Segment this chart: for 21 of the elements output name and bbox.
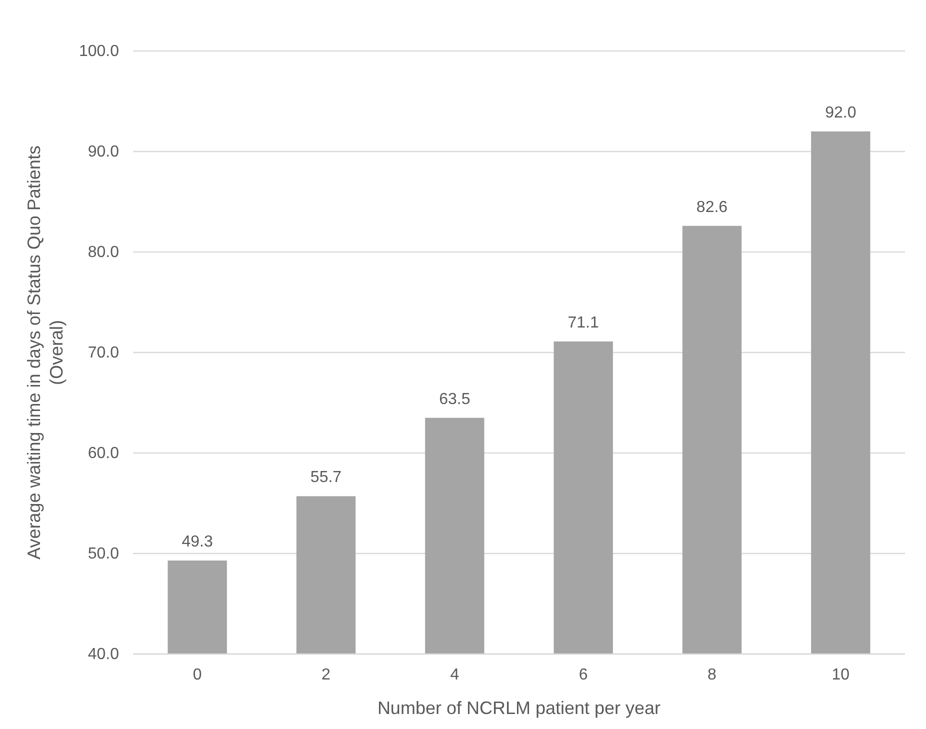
x-axis-title: Number of NCRLM patient per year — [377, 698, 661, 718]
y-tick-label: 90.0 — [88, 144, 120, 161]
x-tick-label: 6 — [578, 666, 588, 684]
y-tick-label: 40.0 — [88, 646, 120, 664]
x-tick-label: 10 — [832, 666, 850, 684]
data-label: 71.1 — [568, 314, 600, 332]
x-tick-label: 8 — [708, 666, 717, 684]
data-label: 82.6 — [696, 198, 728, 216]
data-label: 49.3 — [182, 534, 214, 551]
y-axis-title: Average waiting time in days of Status Quo Patients (Overal) — [24, 146, 66, 560]
x-tick-label: 2 — [322, 666, 331, 684]
data-label: 92.0 — [825, 104, 856, 122]
y-tick-label: 70.0 — [88, 344, 120, 362]
x-tick-label: 0 — [192, 666, 202, 684]
y-tick-label: 80.0 — [88, 244, 120, 262]
x-tick-label: 4 — [450, 666, 460, 684]
y-tick-label: 100.0 — [78, 43, 120, 60]
y-tick-label: 60.0 — [88, 445, 120, 462]
y-tick-label: 50.0 — [88, 546, 120, 563]
data-label: 55.7 — [310, 469, 342, 486]
data-label: 63.5 — [439, 390, 470, 408]
